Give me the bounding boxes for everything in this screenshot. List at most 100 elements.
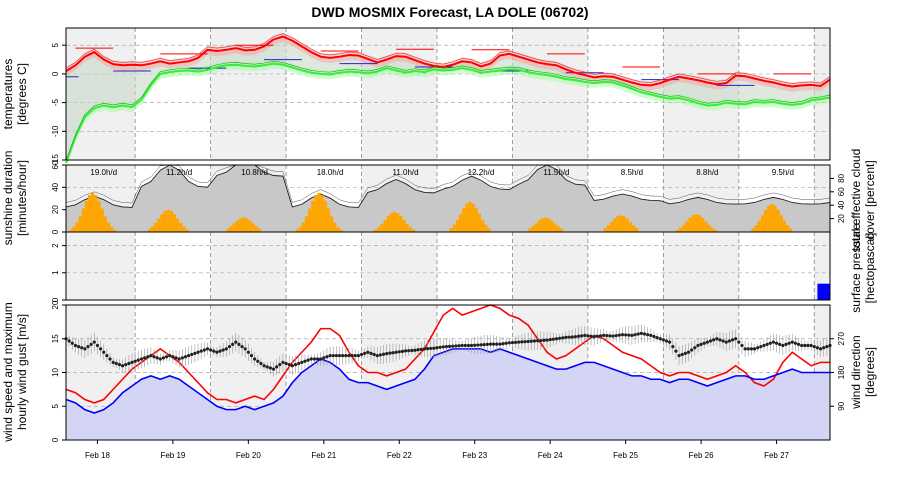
wind-direction-point [693, 346, 697, 350]
sunshine-bar [242, 217, 246, 232]
wind-direction-point [413, 348, 417, 352]
y-axis-label: hourly wind gust [m/s] [15, 314, 29, 430]
wind-direction-point [422, 347, 427, 351]
wind-direction-point [419, 347, 423, 351]
wind-direction-point [614, 334, 618, 338]
sunshine-bar [763, 209, 768, 232]
wind-direction-point [111, 360, 115, 364]
sunshine-bar [103, 216, 107, 232]
sunshine-bar [113, 229, 117, 232]
sunshine-bar [254, 226, 258, 232]
wind-direction-point [655, 336, 659, 340]
sunshine-bar [78, 216, 82, 232]
wind-direction-point [542, 338, 546, 342]
y-tick-label: 0 [51, 437, 60, 442]
wind-direction-point [457, 344, 461, 348]
wind-direction-point [690, 348, 694, 352]
y-tick-label: 5 [51, 403, 60, 408]
sunshine-bar [110, 226, 114, 232]
wind-direction-point [513, 340, 518, 344]
wind-direction-point [325, 355, 329, 359]
wind-direction-point [290, 364, 294, 368]
wind-direction-point [303, 359, 307, 363]
panel-frame [65, 231, 831, 301]
sunshine-bar [691, 215, 695, 232]
day-band [814, 232, 830, 300]
wind-direction-point [444, 345, 449, 349]
sunshine-bar [559, 228, 563, 232]
wind-direction-point [105, 354, 109, 358]
wind-direction-point [158, 357, 162, 361]
sunshine-bar [226, 228, 230, 232]
wind-direction-point [545, 338, 549, 342]
wind-direction-point [620, 333, 625, 337]
wind-direction-point [702, 341, 706, 345]
wind-direction-point [605, 334, 609, 338]
right-tick-label: 180 [837, 365, 846, 379]
wind-direction-point [812, 345, 816, 349]
daily-sunshine-label: 10.8h/d [241, 168, 268, 177]
sunshine-bar [257, 228, 261, 232]
wind-direction-point [526, 339, 530, 344]
wind-direction-point [501, 342, 505, 346]
sunshine-bar [707, 224, 711, 232]
sunshine-bar [251, 223, 255, 232]
wind-direction-point [161, 356, 166, 360]
wind-direction-point [315, 357, 320, 361]
wind-direction-point [708, 339, 713, 343]
right-tick-label: 90 [837, 401, 846, 410]
wind-direction-point [818, 347, 823, 351]
y-tick-label: 2 [51, 243, 60, 248]
wind-direction-point [359, 352, 364, 357]
day-band [361, 28, 437, 160]
wind-direction-point [737, 340, 741, 344]
sunshine-bar [449, 228, 453, 232]
sunshine-bar [69, 229, 73, 232]
y-tick-label: 0 [51, 229, 60, 234]
wind-direction-point [567, 335, 571, 339]
wind-direction-point [130, 360, 134, 364]
wind-direction-point [86, 345, 90, 349]
sunshine-bar [682, 224, 686, 232]
wind-direction-point [668, 340, 672, 344]
wind-direction-point [76, 345, 81, 349]
sunshine-bar [176, 218, 180, 232]
wind-direction-point [602, 333, 606, 337]
wind-direction-point [372, 352, 376, 357]
wind-direction-point [576, 334, 581, 338]
wind-direction-point [117, 363, 122, 367]
wind-direction-point [143, 356, 147, 360]
right-axis-label: wind direction [849, 335, 863, 409]
right-axis-label: cover [percent] [863, 160, 877, 239]
wind-direction-point [784, 342, 788, 346]
wind-direction-point [322, 356, 326, 360]
sunshine-bar [767, 205, 771, 232]
wind-direction-point [83, 347, 87, 351]
sunshine-bar [773, 205, 777, 232]
sunshine-bar [308, 208, 312, 232]
wind-direction-point [369, 351, 373, 355]
wind-speed-area [66, 348, 830, 440]
chart-title: DWD MOSMIX Forecast, LA DOLE (06702) [311, 4, 588, 20]
sunshine-bar [603, 227, 607, 232]
wind-direction-point [240, 345, 244, 349]
right-axis-label: surface pressure [849, 223, 863, 313]
y-tick-label: 20 [51, 300, 60, 309]
sunshine-bar [704, 221, 708, 232]
wind-gust-line [65, 304, 830, 404]
sunshine-bar [411, 229, 415, 232]
sunshine-bar [314, 195, 318, 232]
y-tick-label: 20 [51, 205, 60, 214]
sunshine-bar [323, 200, 327, 232]
wind-direction-point [740, 343, 744, 348]
sunshine-bar [389, 213, 393, 232]
wind-direction-point [504, 341, 508, 345]
sunshine-bar [713, 229, 717, 232]
wind-direction-point [724, 340, 728, 344]
wind-direction-point [80, 346, 84, 350]
wind-direction-point [341, 354, 345, 358]
y-tick-label: 15 [51, 334, 60, 343]
wind-direction-point [806, 343, 810, 348]
sunshine-bar [408, 227, 412, 232]
sunshine-bar [88, 195, 92, 232]
